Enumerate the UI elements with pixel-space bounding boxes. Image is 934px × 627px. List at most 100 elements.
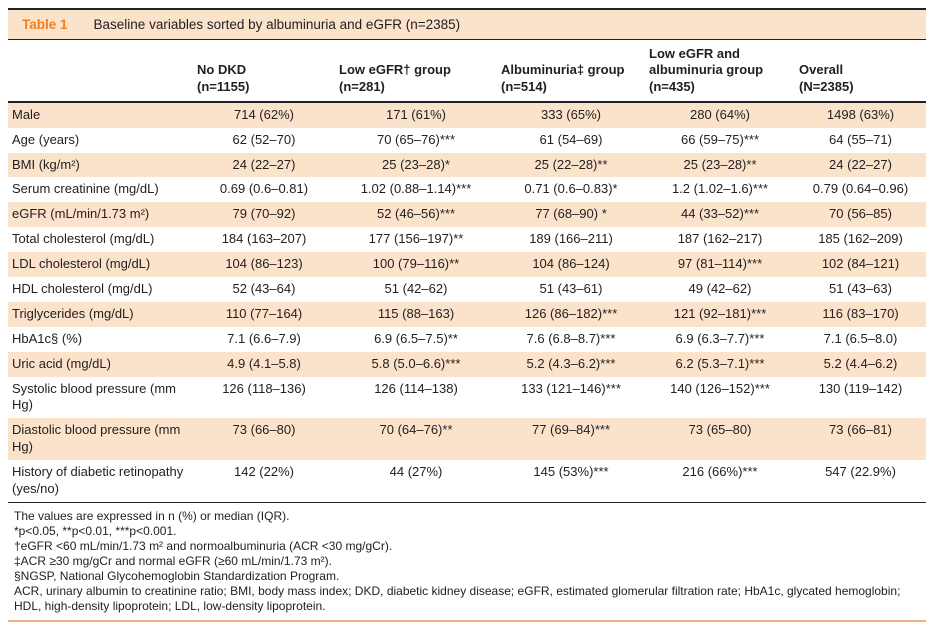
- cell-value: 24 (22–27): [829, 156, 892, 172]
- cell-value: 5.2 (4.4–6.2): [823, 355, 898, 371]
- cell-value: 7.6 (6.8–8.7)***: [526, 330, 616, 346]
- table-row: Male 714 (62%) 171 (61%) 333 (65%) 280 (64%)…: [8, 101, 926, 128]
- table-row: eGFR (mL/min/1.73 m²) 79 (70–92) 52 (46–56…: [8, 202, 926, 228]
- cell-value: 62 (52–70): [232, 131, 296, 147]
- footnotes: The values are expressed in n (%) or med…: [8, 503, 926, 614]
- cell-value: 1498 (63%): [826, 106, 895, 122]
- cell-value: 714 (62%): [234, 106, 294, 122]
- row-label: HDL cholesterol (mg/dL): [12, 280, 153, 296]
- cell-value: 187 (162–217): [677, 231, 763, 247]
- column-header: Overall (N=2385): [795, 40, 926, 103]
- cell-value: 6.9 (6.3–7.7)***: [675, 330, 765, 346]
- column-header: No DKD (n=1155): [193, 40, 335, 103]
- cell-value: 177 (156–197)**: [368, 231, 464, 247]
- table-row: Diastolic blood pressure (mm Hg) 73 (66–8…: [8, 418, 926, 461]
- cell-value: 4.9 (4.1–5.8): [227, 355, 301, 371]
- cell-value: 7.1 (6.6–7.9): [227, 330, 301, 346]
- row-label: Total cholesterol (mg/dL): [12, 231, 155, 247]
- cell-value: 44 (33–52)***: [680, 206, 760, 222]
- table-row: Serum creatinine (mg/dL) 0.69 (0.6–0.81) 1…: [8, 177, 926, 202]
- row-label: History of diabetic retinopathy (yes/no): [12, 464, 184, 496]
- cell-value: 0.79 (0.64–0.96): [812, 181, 909, 197]
- table-row: Age (years) 62 (52–70) 70 (65–76)*** 61 (54…: [8, 128, 926, 153]
- cell-value: 64 (55–71): [829, 131, 892, 147]
- cell-value: 121 (92–181)***: [673, 305, 767, 321]
- cell-value: 6.2 (5.3–7.1)***: [675, 355, 765, 371]
- cell-value: 44 (27%): [389, 464, 443, 480]
- cell-value: 6.9 (6.5–7.5)**: [374, 330, 458, 346]
- top-rule: [8, 8, 926, 10]
- footnote-line: ACR, urinary albumin to creatinine ratio…: [14, 583, 901, 613]
- row-label: Systolic blood pressure (mm Hg): [12, 380, 176, 413]
- cell-value: 145 (53%)***: [533, 464, 609, 480]
- cell-value: 171 (61%): [386, 106, 446, 122]
- cell-value: 73 (66–81): [829, 422, 892, 438]
- cell-value: 97 (81–114)***: [677, 256, 763, 272]
- cell-value: 185 (162–209): [818, 231, 903, 247]
- header-row: No DKD (n=1155) Low eGFR† group (n=281) Albu…: [8, 40, 926, 103]
- cell-value: 184 (163–207): [221, 231, 307, 247]
- table-row: Triglycerides (mg/dL) 110 (77–164) 115 (88…: [8, 301, 926, 327]
- footnote-line: †eGFR <60 mL/min/1.73 m² and normoalbumi…: [14, 538, 393, 553]
- cell-value: 104 (86–123): [225, 256, 303, 272]
- row-label: BMI (kg/m²): [12, 156, 80, 172]
- cell-value: 51 (43–63): [829, 280, 892, 296]
- cell-value: 102 (84–121): [821, 256, 900, 272]
- cell-value: 140 (126–152)***: [670, 380, 770, 396]
- cell-value: 79 (70–92): [232, 206, 296, 222]
- table-header: No DKD (n=1155) Low eGFR† group (n=281) Albu…: [8, 40, 926, 103]
- cell-value: 189 (166–211): [529, 231, 613, 247]
- cell-value: 25 (22–28)**: [534, 156, 608, 172]
- column-header: Low eGFR† group (n=281): [335, 40, 497, 103]
- row-label: Serum creatinine (mg/dL): [12, 181, 159, 197]
- cell-value: 216 (66%)***: [682, 464, 758, 480]
- cell-value: 0.71 (0.6–0.83)*: [524, 181, 618, 197]
- table-row: Uric acid (mg/dL) 4.9 (4.1–5.8) 5.8 (5.0–6…: [8, 351, 926, 377]
- row-label: Uric acid (mg/dL): [12, 355, 111, 371]
- cell-value: 61 (54–69): [539, 131, 603, 147]
- table-body: Male 714 (62%) 171 (61%) 333 (65%) 280 (64%)…: [8, 101, 926, 502]
- row-label: eGFR (mL/min/1.73 m²): [12, 206, 150, 222]
- cell-value: 24 (22–27): [232, 156, 296, 172]
- cell-value: 51 (42–62): [384, 280, 448, 296]
- footnote-line: *p<0.05, **p<0.01, ***p<0.001.: [14, 523, 177, 538]
- row-label: Age (years): [12, 131, 80, 147]
- cell-value: 52 (46–56)***: [376, 206, 456, 222]
- column-header: Low eGFR and albuminuria group (n=435): [645, 40, 795, 103]
- cell-value: 126 (86–182)***: [524, 305, 618, 321]
- row-label: LDL cholesterol (mg/dL): [12, 256, 151, 272]
- table-wrap: No DKD (n=1155) Low eGFR† group (n=281) Albu…: [8, 40, 926, 503]
- table-row: LDL cholesterol (mg/dL) 104 (86–123) 100 (…: [8, 252, 926, 277]
- cell-value: 77 (68–90) *: [535, 206, 607, 222]
- cell-value: 77 (69–84)***: [531, 422, 611, 438]
- footnote-line: The values are expressed in n (%) or med…: [14, 508, 290, 523]
- table-row: HDL cholesterol (mg/dL) 52 (43–64) 51 (42–…: [8, 277, 926, 302]
- cell-value: 142 (22%): [234, 464, 294, 480]
- row-label: HbA1c§ (%): [12, 330, 83, 346]
- cell-value: 110 (77–164): [225, 305, 303, 321]
- bottom-rule: [8, 620, 926, 622]
- cell-value: 133 (121–146)***: [521, 380, 621, 396]
- cell-value: 1.02 (0.88–1.14)***: [360, 181, 472, 197]
- cell-value: 116 (83–170): [822, 305, 899, 321]
- cell-value: 7.1 (6.5–8.0): [823, 330, 898, 346]
- table-row: History of diabetic retinopathy (yes/no)…: [8, 460, 926, 502]
- cell-value: 25 (23–28)**: [683, 156, 757, 172]
- cell-value: 100 (79–116)**: [372, 256, 460, 272]
- table-title: Baseline variables sorted by albuminuria…: [93, 17, 461, 32]
- cell-value: 49 (42–62): [688, 280, 752, 296]
- table-caption: Table 1 Baseline variables sorted by alb…: [8, 10, 926, 40]
- cell-value: 5.2 (4.3–6.2)***: [526, 355, 616, 371]
- cell-value: 70 (56–85): [829, 206, 892, 222]
- cell-value: 70 (65–76)***: [376, 131, 456, 147]
- cell-value: 70 (64–76)**: [379, 422, 453, 438]
- cell-value: 333 (65%): [541, 106, 601, 122]
- cell-value: 0.69 (0.6–0.81): [219, 181, 309, 197]
- footnote-line: ‡ACR ≥30 mg/gCr and normal eGFR (≥60 mL/…: [14, 553, 332, 568]
- footnote-line: §NGSP, National Glycohemoglobin Standard…: [14, 568, 340, 583]
- table-row: Total cholesterol (mg/dL) 184 (163–207) 17…: [8, 227, 926, 252]
- cell-value: 130 (119–142): [818, 380, 903, 396]
- table-row: Systolic blood pressure (mm Hg) 126 (118–…: [8, 377, 926, 419]
- cell-value: 126 (118–136): [222, 380, 306, 396]
